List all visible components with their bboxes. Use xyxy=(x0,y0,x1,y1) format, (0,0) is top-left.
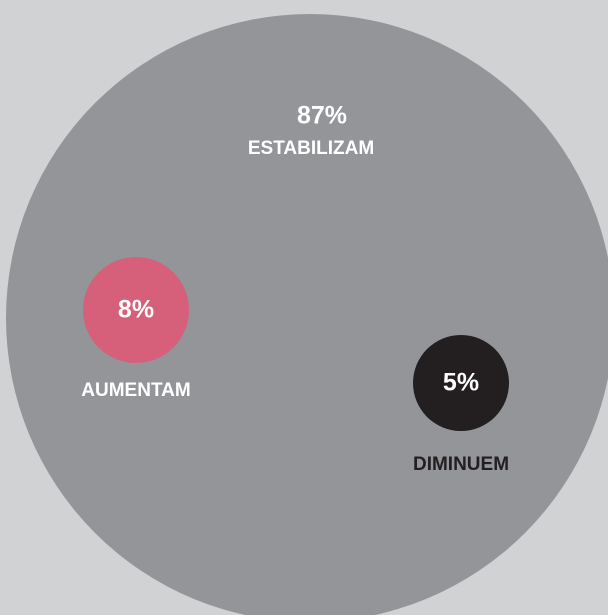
bubble xyxy=(83,257,189,363)
bubble xyxy=(6,14,608,615)
category-label: AUMENTAM xyxy=(81,380,190,401)
bubble xyxy=(413,335,509,431)
value-label: 87% xyxy=(297,102,347,130)
value-label: 5% xyxy=(443,369,479,397)
value-label: 8% xyxy=(118,296,154,324)
category-label: DIMINUEM xyxy=(413,454,509,475)
category-label: ESTABILIZAM xyxy=(248,138,374,159)
